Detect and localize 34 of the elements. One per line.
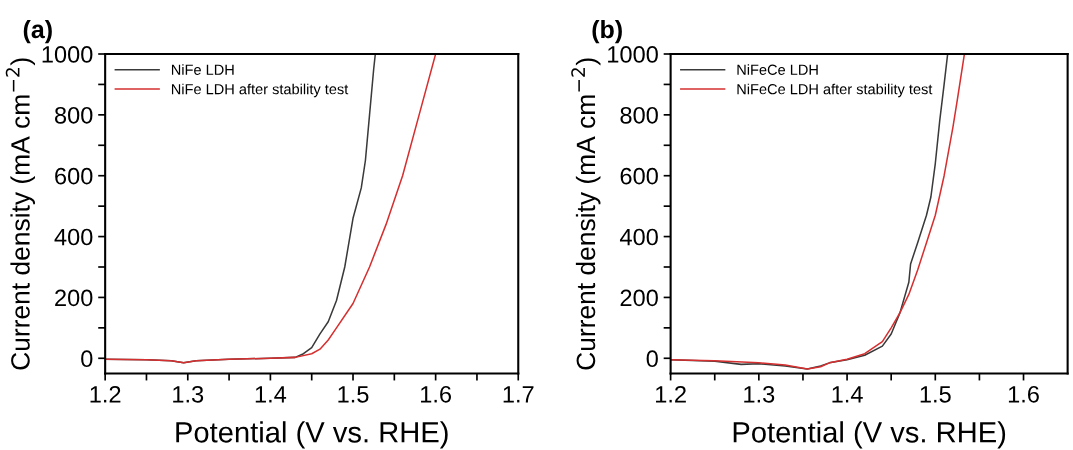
y-tick-label: 0 — [81, 350, 93, 368]
y-tick-label: 800 — [620, 106, 658, 124]
legend-label: NiFe LDH — [171, 64, 234, 75]
x-tick-label: 1.3 — [173, 385, 204, 403]
y-tick-label: 0 — [646, 350, 658, 368]
y-tick-label: 600 — [620, 167, 658, 185]
x-tick-label: 1.6 — [1008, 385, 1039, 403]
y-tick-label: 1000 — [608, 46, 658, 63]
x-tick-label: 1.5 — [338, 386, 369, 403]
chart-title: (a) — [23, 19, 52, 44]
chart-title: (b) — [592, 19, 622, 44]
legend-label: NiFeCe LDH — [737, 64, 818, 75]
x-tick-label: 1.4 — [255, 386, 287, 403]
y-tick-label: 1000 — [42, 46, 93, 63]
x-tick-label: 1.7 — [503, 386, 534, 403]
y-tick-label: 400 — [619, 228, 658, 246]
x-tick-label: 1.6 — [421, 385, 452, 403]
line-series — [105, 54, 437, 364]
x-tick-label: 1.5 — [920, 386, 951, 403]
x-tick-label: 1.2 — [90, 385, 121, 403]
y-tick-label: 600 — [55, 167, 93, 185]
x-tick-label: 1.4 — [832, 386, 863, 403]
legend-label: NiFe LDH after stability test — [171, 83, 349, 98]
y-axis-title: Current density (mA cm$^{−2}$) — [5, 58, 35, 370]
y-tick-label: 200 — [620, 289, 658, 307]
y-tick-label: 800 — [54, 106, 93, 124]
x-tick-label: 1.3 — [744, 385, 775, 403]
y-tick-label: 400 — [54, 228, 93, 246]
x-axis-title: Potential (V vs. RHE) — [176, 421, 448, 449]
legend-label: NiFeCe LDH after stability test — [737, 83, 933, 98]
x-tick-label: 1.2 — [656, 385, 686, 403]
x-axis-title: Potential (V vs. RHE) — [733, 421, 1006, 449]
y-axis-title: Current density (mA cm$^{−2}$) — [571, 58, 601, 370]
y-tick-label: 200 — [55, 289, 93, 307]
